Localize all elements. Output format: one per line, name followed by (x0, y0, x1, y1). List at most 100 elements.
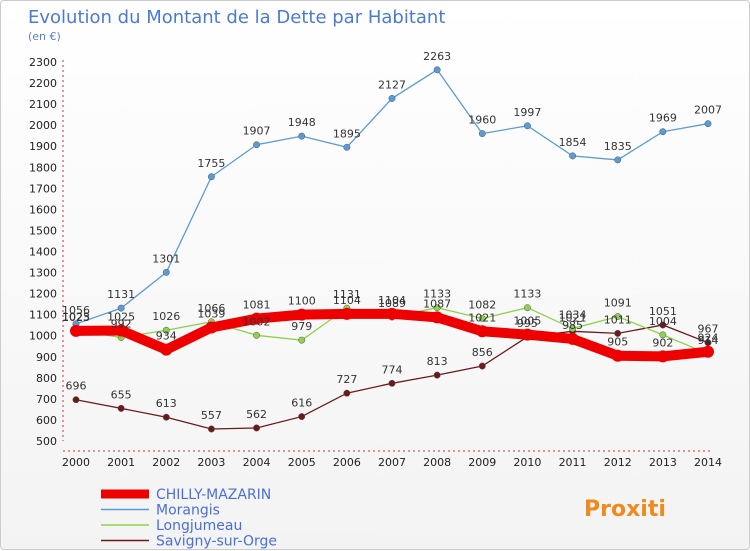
data-label: 1002 (243, 315, 271, 328)
data-label: 1091 (604, 297, 632, 310)
y-tick-label: 2200 (29, 77, 57, 90)
data-point-longjumeau (433, 304, 441, 312)
data-point-morangis (569, 152, 577, 160)
data-point-chilly-mazarin (566, 332, 579, 345)
data-label: 557 (201, 409, 222, 422)
data-point-morangis (207, 173, 215, 181)
data-label: 774 (382, 363, 403, 376)
x-tick-label: 2008 (423, 456, 451, 469)
x-tick-label: 2000 (62, 456, 90, 469)
y-tick-label: 1700 (29, 182, 57, 195)
y-tick-label: 600 (36, 414, 57, 427)
data-label: 1131 (333, 288, 361, 301)
data-point-longjumeau (162, 326, 170, 334)
logo-text: Proxiti (584, 497, 666, 522)
data-label: 995 (517, 317, 538, 330)
x-tick-label: 2011 (559, 456, 587, 469)
legend-label: Savigny-sur-Orge (156, 534, 277, 550)
data-point-chilly-mazarin (431, 311, 444, 324)
legend-label: Longjumeau (156, 518, 242, 534)
data-label: 1023 (62, 311, 90, 324)
data-point-morangis (659, 128, 667, 136)
data-label: 905 (607, 336, 628, 349)
unit-label: (en €) (28, 30, 61, 43)
data-point-savigny-sur-orge (433, 371, 441, 379)
data-label: 696 (66, 380, 87, 393)
data-label: 2263 (423, 50, 451, 63)
data-label: 979 (291, 320, 312, 333)
x-tick-label: 2007 (378, 456, 406, 469)
y-tick-label: 700 (36, 393, 57, 406)
axes: 500 600 700 800 900 1000 1100 1200 1300 1400 1500 1… (29, 56, 722, 469)
data-point-chilly-mazarin (340, 307, 353, 320)
x-tick-label: 2013 (649, 456, 677, 469)
data-point-chilly-mazarin (250, 312, 263, 325)
data-point-chilly-mazarin (386, 307, 398, 320)
data-label: 1100 (288, 295, 316, 308)
data-point-morangis (162, 268, 170, 276)
data-label: 856 (472, 346, 493, 359)
data-point-chilly-mazarin (702, 345, 714, 358)
x-tick-label: 2012 (604, 456, 632, 469)
data-label: 934 (156, 330, 177, 343)
data-label: 727 (336, 373, 357, 386)
x-tick-label: 2005 (288, 456, 316, 469)
data-label: 1131 (107, 288, 135, 301)
x-tick-label: 2003 (197, 456, 225, 469)
data-point-savigny-sur-orge (478, 362, 486, 370)
data-label: 1066 (197, 302, 225, 315)
data-point-savigny-sur-orge (343, 389, 351, 397)
data-label: 1021 (468, 311, 496, 324)
data-point-savigny-sur-orge (388, 379, 396, 387)
data-label: 1104 (333, 294, 361, 307)
proxiti-logo: Proxiti (584, 497, 666, 522)
data-label: 1089 (378, 297, 406, 310)
data-label: 1026 (152, 310, 180, 323)
data-label: 1104 (378, 294, 406, 307)
data-label: 1960 (468, 114, 496, 127)
data-label: 902 (652, 336, 673, 349)
data-point-morangis (704, 120, 712, 128)
data-point-morangis (343, 143, 351, 151)
y-tick-label: 1300 (29, 267, 57, 280)
data-label: 1051 (649, 305, 677, 318)
data-point-morangis (614, 156, 622, 164)
y-tick-label: 2000 (29, 119, 57, 132)
data-label: 1301 (152, 252, 180, 265)
data-label: 914 (698, 334, 719, 347)
data-point-morangis (478, 130, 486, 138)
data-label: 1034 (559, 309, 587, 322)
data-point-savigny-sur-orge (298, 413, 306, 421)
data-point-longjumeau (659, 331, 667, 339)
data-label: 967 (698, 323, 719, 336)
data-point-chilly-mazarin (205, 321, 218, 334)
data-label: 616 (291, 397, 312, 410)
data-label: 924 (698, 332, 719, 345)
x-tick-label: 2002 (152, 456, 180, 469)
data-point-longjumeau (614, 313, 622, 321)
data-point-chilly-mazarin (476, 325, 489, 338)
y-tick-label: 1100 (29, 309, 57, 322)
data-label: 2007 (694, 104, 722, 117)
data-point-longjumeau (253, 331, 261, 339)
data-point-chilly-mazarin (70, 324, 82, 337)
series-line-morangis (75, 68, 709, 325)
data-label: 1039 (197, 308, 225, 321)
data-point-savigny-sur-orge (659, 321, 667, 329)
y-tick-label: 1900 (29, 140, 57, 153)
y-tick-label: 900 (36, 351, 57, 364)
legend-label: Morangis (156, 503, 220, 519)
data-label: 1011 (604, 313, 632, 326)
y-tick-label: 1200 (29, 288, 57, 301)
data-label: 1948 (288, 116, 316, 129)
data-point-longjumeau (569, 325, 577, 333)
x-tick-label: 2009 (468, 456, 496, 469)
data-point-chilly-mazarin (521, 328, 534, 341)
data-point-longjumeau (298, 336, 306, 344)
data-label: 1133 (513, 288, 541, 301)
data-label: 1025 (107, 310, 135, 323)
data-point-chilly-mazarin (611, 349, 624, 362)
data-label: 613 (156, 397, 177, 410)
